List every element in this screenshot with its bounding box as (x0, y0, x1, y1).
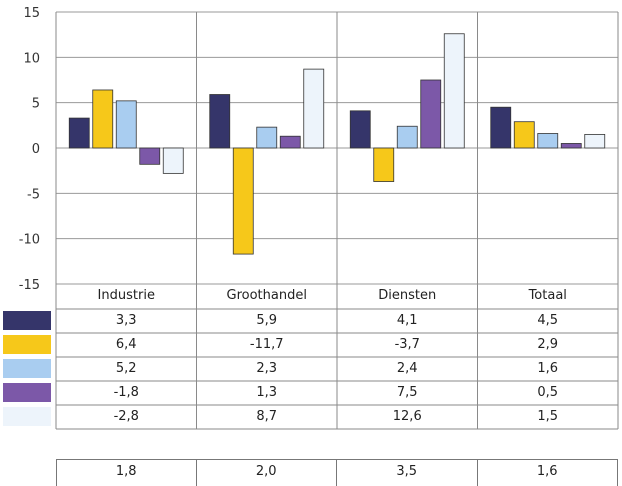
bottom-cell: 2,0 (197, 460, 337, 486)
bottom-total-row: 1,8 2,0 3,5 1,6 (56, 459, 618, 486)
category-label: Totaal (528, 288, 567, 303)
table-cell: 5,2 (115, 361, 137, 376)
table-row: 6,4 -11,7 -3,7 2,9 (56, 333, 618, 356)
table-row: 3,3 5,9 4,1 4,5 (56, 309, 618, 332)
table-row: 5,2 2,3 2,4 1,6 (56, 357, 618, 380)
bar (139, 147, 161, 165)
y-tick-label: 5 (32, 97, 40, 112)
legend-swatch (3, 335, 51, 354)
table-cell: 12,6 (392, 409, 422, 424)
bar (68, 117, 90, 149)
bottom-cell: 3,5 (337, 460, 478, 486)
table-cell: -1,8 (113, 385, 139, 400)
table-cell: 6,4 (115, 337, 137, 352)
bar (443, 33, 465, 149)
table-cell: 0,5 (537, 385, 559, 400)
y-tick-label: 15 (23, 6, 40, 21)
bar (420, 79, 442, 149)
bar (256, 126, 278, 149)
bottom-cell: 1,6 (478, 460, 618, 486)
bar (349, 110, 371, 149)
y-tick-label: -5 (27, 187, 40, 202)
table-cell: -3,7 (394, 337, 420, 352)
bar (373, 147, 395, 182)
bar (162, 147, 184, 174)
legend-swatch (3, 311, 51, 330)
y-tick-label: -15 (19, 278, 40, 293)
category-label: Diensten (378, 288, 437, 303)
bar (396, 125, 418, 149)
table-cell: 1,3 (256, 385, 278, 400)
table-row: -2,8 8,7 12,6 1,5 (56, 405, 618, 428)
table-cell: -2,8 (113, 409, 139, 424)
y-tick-label: 10 (23, 51, 40, 66)
table-cell: 1,6 (537, 361, 559, 376)
table-cell: 4,1 (396, 313, 418, 328)
category-header-row: Industrie Groothandel Diensten Totaal (56, 284, 618, 307)
legend-swatch (3, 383, 51, 402)
table-row: -1,8 1,3 7,5 0,5 (56, 381, 618, 404)
table-cell: 4,5 (537, 313, 559, 328)
bar (279, 135, 301, 149)
legend-swatch (3, 359, 51, 378)
bar (490, 106, 512, 149)
bar (584, 133, 606, 149)
table-cell: 3,3 (115, 313, 137, 328)
bar (209, 94, 231, 149)
bar (303, 68, 325, 149)
category-label: Groothandel (226, 288, 307, 303)
category-label: Industrie (97, 288, 155, 303)
table-cell: 2,3 (256, 361, 278, 376)
table-cell: 8,7 (256, 409, 278, 424)
table-cell: 2,4 (396, 361, 418, 376)
table-cell: 1,5 (537, 409, 559, 424)
table-cell: 2,9 (537, 337, 559, 352)
bar (537, 133, 559, 149)
bottom-cell: 1,8 (56, 460, 197, 486)
y-tick-label: 0 (32, 142, 40, 157)
table-cell: -11,7 (249, 337, 284, 352)
bar (560, 143, 582, 149)
bar (115, 100, 137, 149)
table-cell: 5,9 (256, 313, 278, 328)
legend-swatch (3, 407, 51, 426)
bar (92, 89, 114, 149)
bar (232, 147, 254, 255)
bar (513, 121, 535, 149)
table-cell: 7,5 (396, 385, 418, 400)
y-tick-label: -10 (19, 233, 40, 248)
